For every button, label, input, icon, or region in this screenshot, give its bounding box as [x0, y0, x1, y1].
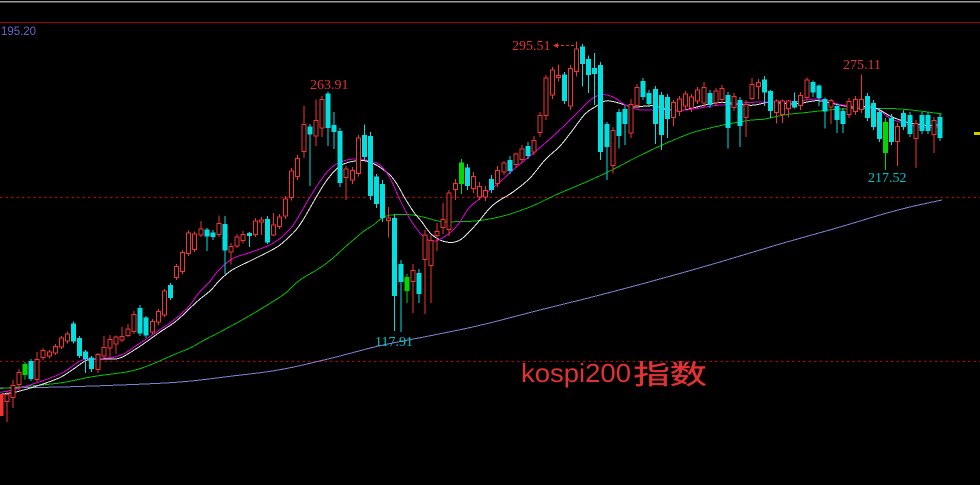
svg-text:195.20: 195.20	[1, 24, 36, 38]
svg-text:275.11: 275.11	[843, 58, 881, 73]
svg-text:kospi200: kospi200	[521, 358, 631, 388]
svg-text:217.52: 217.52	[868, 171, 907, 186]
svg-text:117.91: 117.91	[375, 335, 413, 350]
svg-text:263.91: 263.91	[310, 78, 349, 93]
svg-text:295.51: 295.51	[512, 39, 551, 54]
